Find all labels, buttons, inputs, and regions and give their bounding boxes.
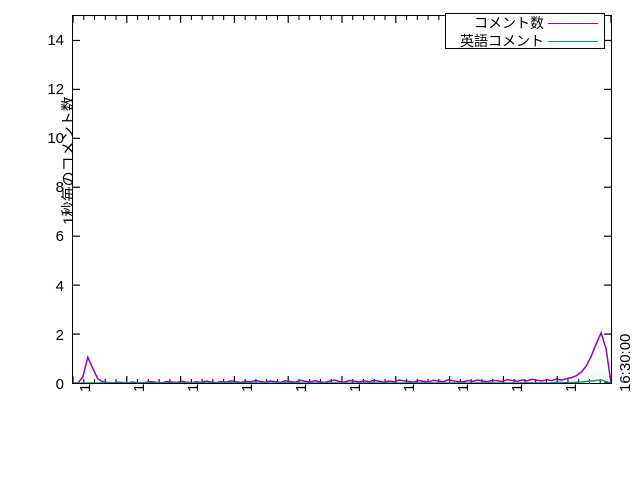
y-tick-label: 2 [55, 326, 64, 344]
legend-label: コメント数 [474, 15, 544, 31]
legend-entry: 英語コメント [446, 32, 606, 50]
plot-svg [73, 16, 611, 383]
y-tick-label: 8 [55, 179, 64, 197]
y-tick-label: 6 [55, 228, 64, 246]
y-tick-label: 10 [47, 130, 64, 147]
y-tick-label: 4 [55, 277, 64, 295]
chart-legend: コメント数英語コメント [445, 13, 605, 49]
legend-color-swatch [548, 23, 598, 24]
legend-color-swatch [548, 41, 598, 42]
legend-entry: コメント数 [446, 14, 606, 32]
y-tick-label: 14 [47, 31, 64, 49]
y-tick-label: 0 [55, 376, 64, 393]
y-tick-label: 12 [47, 80, 64, 98]
series-line-0 [73, 330, 611, 383]
legend-label: 英語コメント [460, 33, 544, 49]
plot-area [72, 15, 612, 384]
x-tick-label: 16:30:00 [617, 333, 634, 392]
